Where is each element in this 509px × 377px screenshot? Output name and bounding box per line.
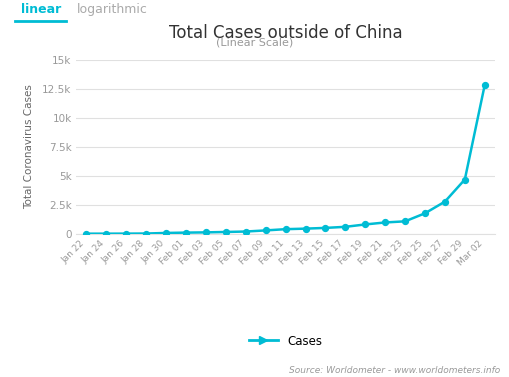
Point xyxy=(221,229,230,235)
Point xyxy=(82,231,91,237)
Point xyxy=(301,225,309,231)
Text: Source: Worldometer - www.worldometers.info: Source: Worldometer - www.worldometers.i… xyxy=(288,366,499,375)
Point xyxy=(162,230,170,236)
Point xyxy=(182,230,190,236)
Point xyxy=(400,218,408,224)
Point xyxy=(420,210,428,216)
Point xyxy=(341,224,349,230)
Point xyxy=(261,227,269,233)
Point xyxy=(102,231,110,237)
Text: linear: linear xyxy=(21,3,61,16)
Y-axis label: Total Coronavirus Cases: Total Coronavirus Cases xyxy=(24,84,34,210)
Point xyxy=(142,230,150,236)
Point xyxy=(281,226,289,232)
Text: logarithmic: logarithmic xyxy=(77,3,147,16)
Point xyxy=(460,176,468,182)
Point xyxy=(479,82,488,88)
Point xyxy=(440,199,448,205)
Point xyxy=(380,219,388,225)
Point xyxy=(360,221,369,227)
Text: (Linear Scale): (Linear Scale) xyxy=(216,37,293,47)
Legend: Cases: Cases xyxy=(243,330,327,352)
Point xyxy=(321,225,329,231)
Point xyxy=(202,229,210,235)
Point xyxy=(241,228,249,234)
Title: Total Cases outside of China: Total Cases outside of China xyxy=(168,24,402,42)
Point xyxy=(122,231,130,237)
